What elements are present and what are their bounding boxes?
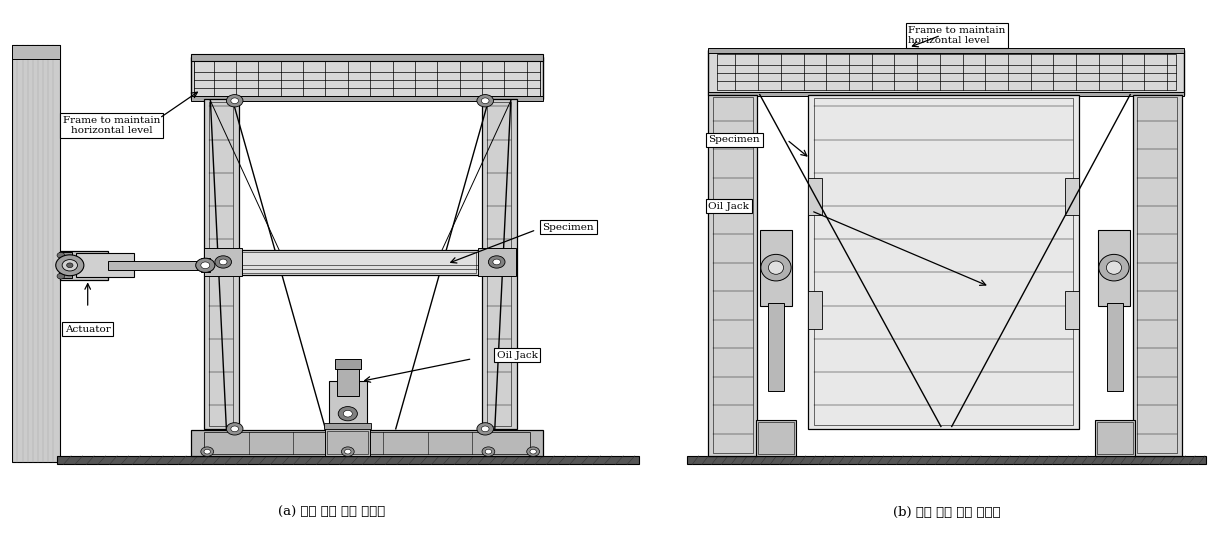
Bar (337, 365, 359, 396)
Circle shape (55, 255, 84, 276)
Bar (713, 97, 753, 452)
Bar (809, 292, 822, 329)
Circle shape (530, 449, 536, 454)
Bar (242, 252, 476, 274)
Bar (1096, 422, 1133, 455)
Circle shape (482, 426, 489, 432)
Bar (12, 45, 60, 462)
Bar (478, 248, 516, 276)
Bar (209, 102, 234, 427)
Circle shape (768, 261, 784, 274)
Bar (708, 95, 757, 456)
Circle shape (488, 256, 505, 268)
Bar (59, 252, 71, 278)
Bar (200, 258, 210, 272)
Circle shape (477, 423, 494, 435)
Circle shape (63, 259, 77, 271)
Text: Oil Jack: Oil Jack (708, 202, 750, 210)
Circle shape (482, 447, 495, 456)
Text: Frame to maintain
horizontal level: Frame to maintain horizontal level (63, 116, 160, 135)
Text: Oil Jack: Oil Jack (497, 351, 537, 360)
Bar (192, 430, 543, 456)
Circle shape (215, 256, 231, 268)
Bar (192, 54, 543, 62)
Circle shape (344, 449, 351, 454)
Circle shape (342, 447, 354, 456)
Text: Frame to maintain
horizontal level: Frame to maintain horizontal level (908, 26, 1005, 45)
Circle shape (57, 274, 65, 279)
Bar (204, 248, 242, 276)
Bar (204, 432, 530, 455)
Bar (1097, 229, 1131, 306)
Text: Specimen: Specimen (708, 135, 760, 144)
Bar (240, 250, 479, 275)
Circle shape (204, 449, 210, 454)
Bar (324, 423, 371, 429)
Bar (708, 50, 1185, 95)
Text: Actuator: Actuator (65, 325, 111, 334)
Text: (b) 실험 세팅 계획 측면도: (b) 실험 세팅 계획 측면도 (892, 506, 1000, 519)
Circle shape (226, 423, 243, 435)
Text: (a) 실험 세팅 계획 정면도: (a) 실험 세팅 계획 정면도 (278, 506, 386, 519)
Bar (717, 54, 1176, 90)
Bar (487, 102, 511, 427)
Bar (192, 96, 543, 101)
Bar (12, 45, 60, 59)
Circle shape (200, 262, 210, 269)
Circle shape (761, 255, 791, 281)
Circle shape (1099, 255, 1129, 281)
Bar (809, 95, 1079, 429)
Circle shape (485, 449, 492, 454)
Text: Specimen: Specimen (542, 223, 594, 232)
Circle shape (231, 98, 238, 104)
Bar (328, 382, 367, 429)
Bar (327, 431, 369, 455)
Bar (108, 261, 208, 270)
Bar (1133, 95, 1181, 456)
Bar (1066, 292, 1079, 329)
Bar (708, 92, 1185, 96)
Bar (760, 229, 793, 306)
Bar (757, 422, 794, 455)
Bar (60, 251, 108, 280)
Bar (194, 59, 540, 97)
Circle shape (200, 447, 214, 456)
Bar (814, 98, 1073, 425)
Bar (1107, 303, 1122, 391)
Bar (204, 99, 240, 429)
Circle shape (477, 95, 494, 107)
Circle shape (231, 426, 238, 432)
Bar (482, 99, 517, 429)
Bar (708, 47, 1185, 53)
Circle shape (1106, 261, 1122, 274)
Bar (192, 57, 543, 99)
Circle shape (482, 98, 489, 104)
Circle shape (527, 447, 540, 456)
Circle shape (57, 252, 65, 258)
Circle shape (195, 258, 215, 272)
Bar (687, 456, 1206, 464)
Circle shape (219, 259, 227, 265)
Bar (76, 253, 134, 277)
Bar (1137, 97, 1177, 452)
Bar (1066, 178, 1079, 215)
Bar (1095, 420, 1136, 456)
Bar (756, 420, 796, 456)
Circle shape (493, 259, 500, 265)
Circle shape (343, 410, 353, 417)
Bar (326, 428, 370, 456)
Circle shape (226, 95, 243, 107)
Bar (57, 456, 639, 464)
Circle shape (338, 407, 358, 421)
Circle shape (66, 263, 73, 268)
Bar (768, 303, 784, 391)
Bar (336, 359, 360, 368)
Bar (809, 178, 822, 215)
